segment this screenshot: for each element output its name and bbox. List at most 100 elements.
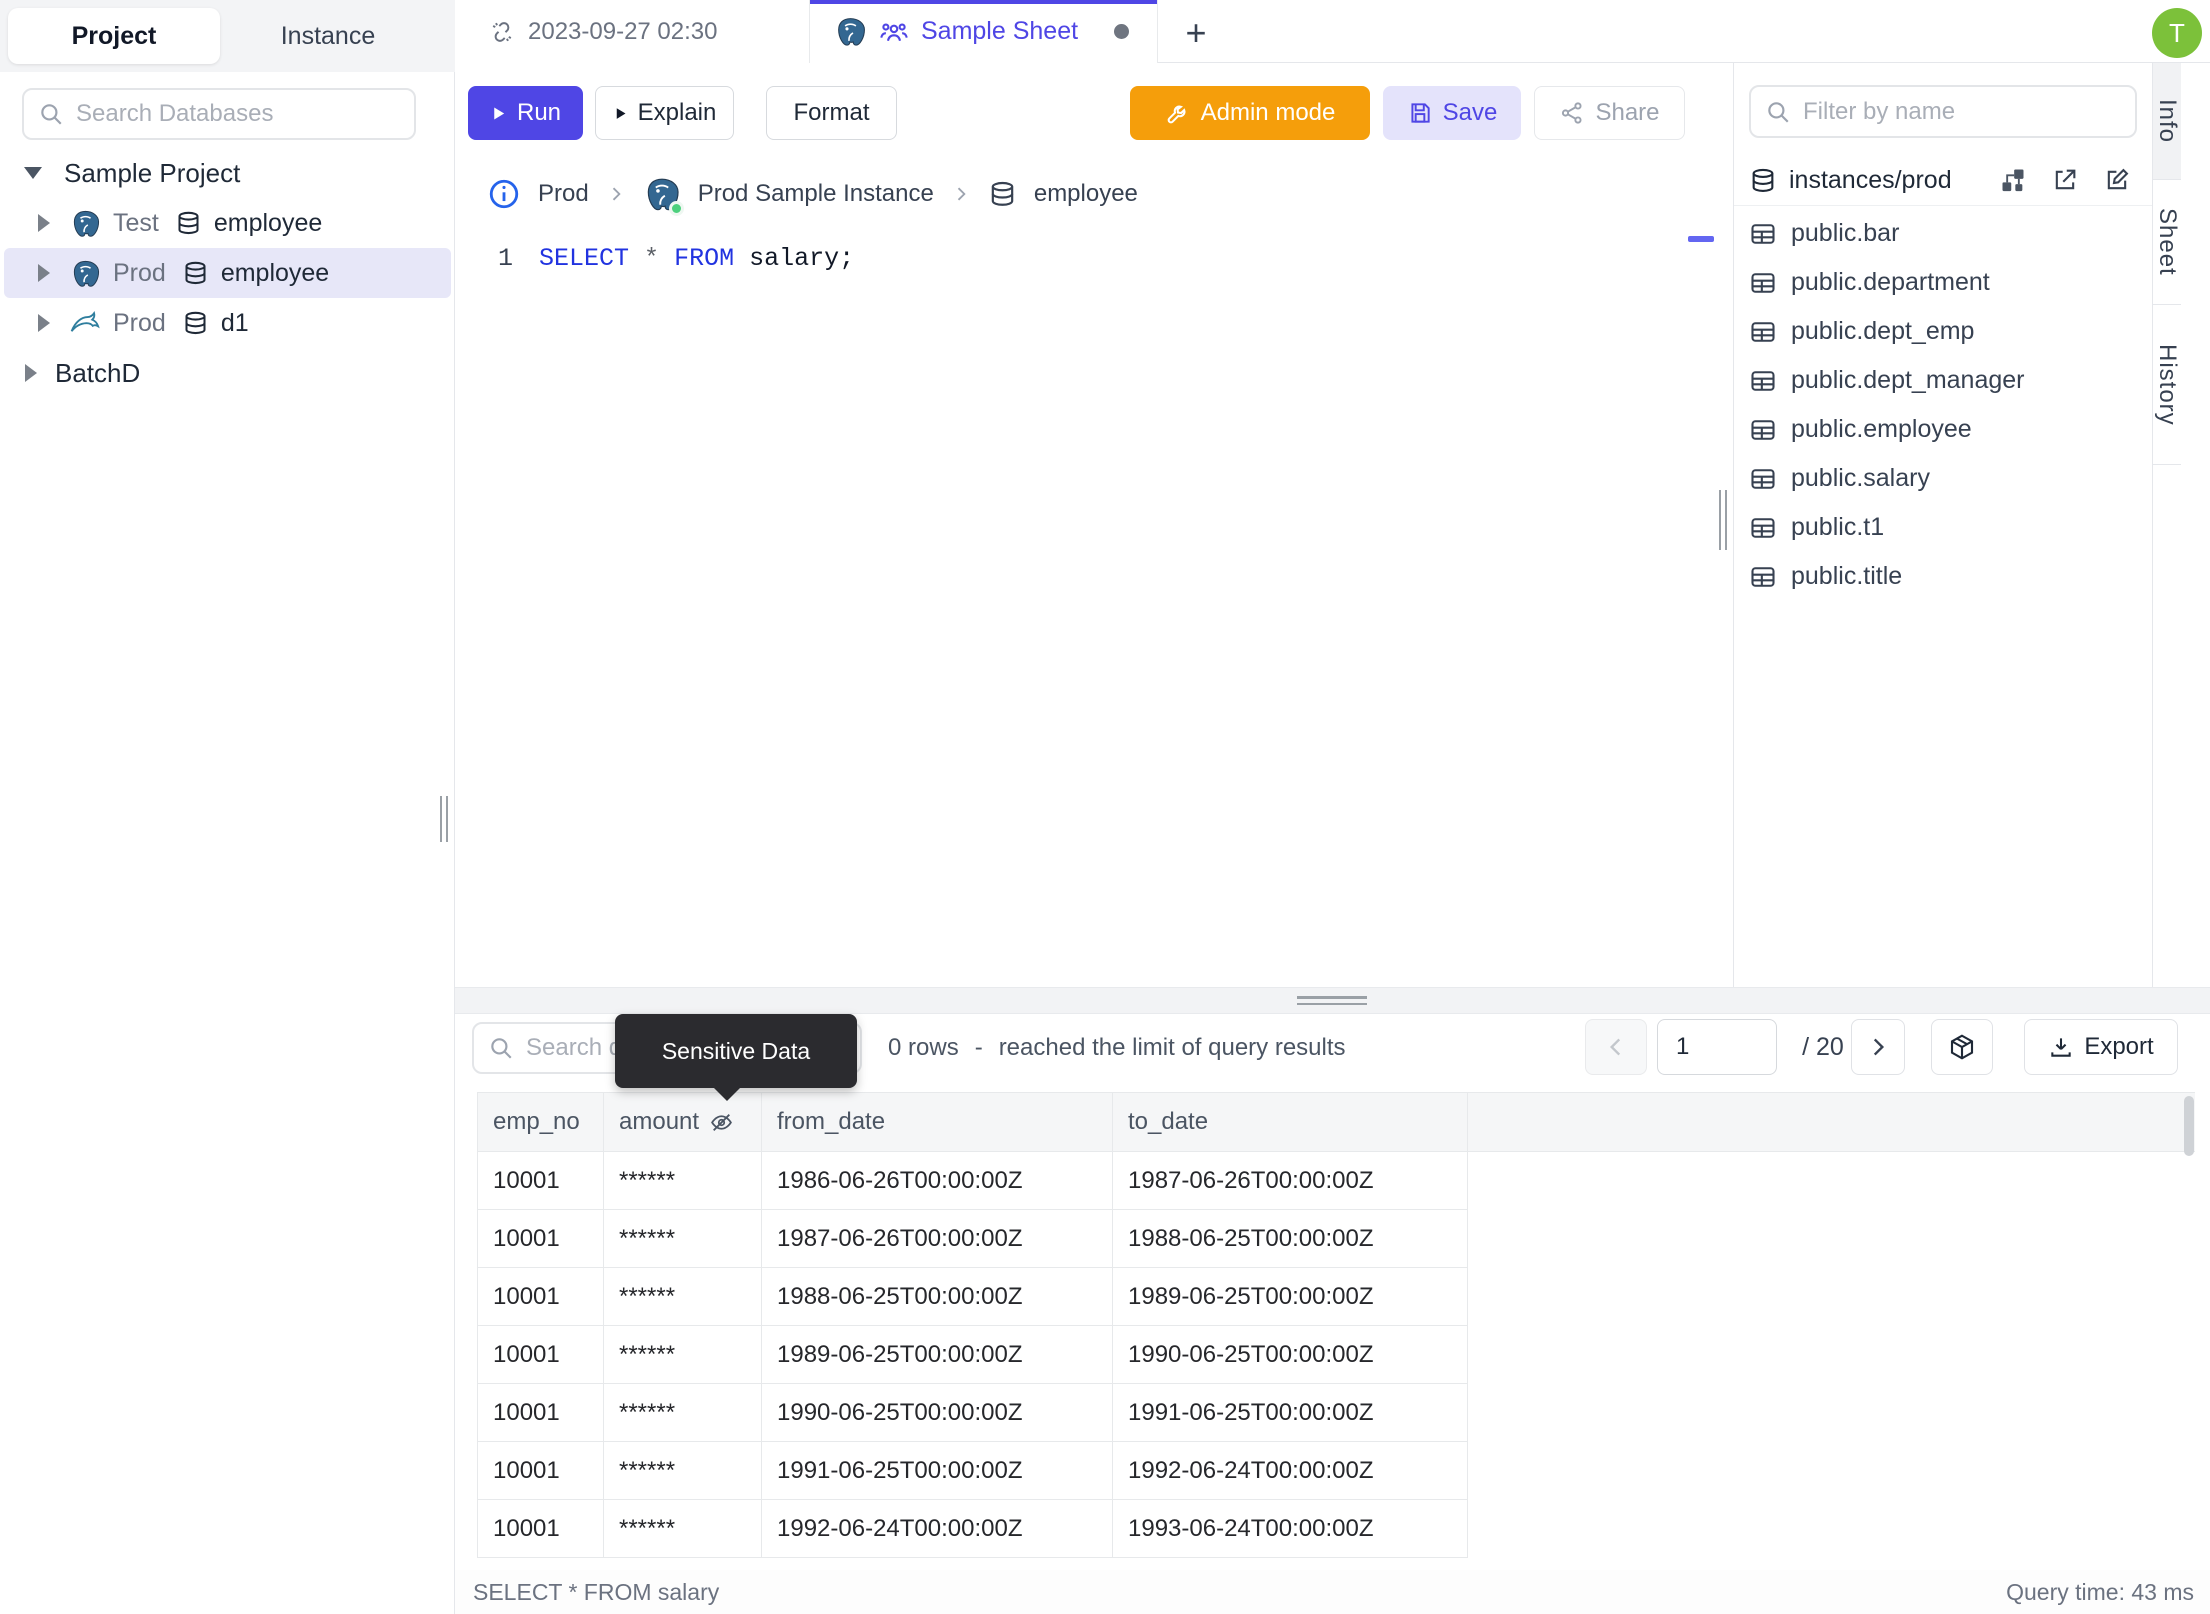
search-icon [1765,99,1791,125]
table-icon [1749,318,1777,346]
caret-right-icon[interactable] [25,364,37,382]
sheet-tab-bar: 2023-09-27 02:30 Sample Sheet + [455,0,2210,63]
sidebar-tab-project[interactable]: Project [8,8,220,64]
tree-item-prod-employee[interactable]: Prod employee [4,248,451,298]
side-tab-info[interactable]: Info [2153,63,2181,180]
play-icon [613,106,628,121]
table-row: 10001 ****** 1990-06-25T00:00:00Z 1991-06-2… [477,1384,2195,1442]
new-tab-button[interactable]: + [1185,12,1207,53]
wrench-icon [1165,100,1191,126]
table-list-item[interactable]: public.t1 [1734,503,2153,552]
results-table: emp_no amount from_date to_date 10001 ***… [477,1092,2195,1558]
edit-icon[interactable] [2103,166,2131,194]
limit-note: reached the limit of query results [998,1034,1346,1061]
postgres-icon [834,15,867,48]
tab-label: 2023-09-27 02:30 [528,17,718,45]
breadcrumb-instance[interactable]: Prod Sample Instance [697,180,934,207]
shared-users-icon [879,17,909,47]
result-limit-button[interactable] [1931,1019,1993,1075]
project-label: BatchD [55,357,141,388]
breadcrumb-database[interactable]: employee [1033,180,1138,207]
postgres-icon [643,175,684,216]
table-filter [1749,85,2137,138]
database-icon [1749,167,1777,195]
column-header[interactable]: to_date [1113,1092,1468,1152]
database-label: d1 [220,308,249,337]
table-list-item[interactable]: public.dept_emp [1734,307,2153,356]
save-button[interactable]: Save [1383,86,1521,140]
chevron-right-icon [1865,1034,1891,1060]
tree-item-prod-d1[interactable]: Prod d1 [0,298,455,348]
avatar[interactable]: T [2152,8,2202,58]
results-meta: 0 rows - reached the limit of query resu… [888,1022,1346,1074]
table-list-item[interactable]: public.employee [1734,405,2153,454]
table-list: public.bar public.department public.dept… [1734,209,2153,601]
schema-diagram-icon[interactable] [1999,166,2027,194]
chevron-right-icon [606,184,626,204]
table-icon [1749,416,1777,444]
database-search-input[interactable] [76,100,400,128]
tree-item-batchd[interactable]: BatchD [0,348,455,398]
line-number: 1 [498,244,514,273]
sql-editor-line[interactable]: 1 SELECT * FROM salary; [498,244,854,273]
table-row: 10001 ****** 1989-06-25T00:00:00Z 1990-06-2… [477,1326,2195,1384]
table-list-item[interactable]: public.dept_manager [1734,356,2153,405]
side-tab-sheet[interactable]: Sheet [2153,180,2181,305]
editor-scroll-decoration [1688,236,1714,242]
run-button[interactable]: Run [468,86,583,140]
side-tab-history[interactable]: History [2153,305,2181,465]
tab-adhoc-sheet[interactable]: 2023-09-27 02:30 [455,0,810,63]
database-label: employee [220,258,330,287]
page-total: / 20 [1793,1019,1853,1075]
database-icon [182,260,209,287]
explain-button[interactable]: Explain [595,86,734,140]
tab-sample-sheet[interactable]: Sample Sheet [810,0,1158,63]
prev-page-button[interactable] [1585,1019,1647,1075]
tree-item-sample-project[interactable]: Sample Project [0,148,455,198]
sidebar-tab-instance[interactable]: Instance [280,21,376,50]
editor-panel-resize-handle[interactable] [1719,490,1727,550]
share-button[interactable]: Share [1534,86,1685,140]
database-icon [175,210,202,237]
external-link-icon[interactable] [2051,166,2079,194]
tab-dirty-dot[interactable] [1114,24,1130,39]
schema-panel: instances/prod public.bar public.d [1733,63,2153,987]
table-list-item[interactable]: public.title [1734,552,2153,601]
table-list-item[interactable]: public.salary [1734,454,2153,503]
table-filter-input[interactable] [1803,97,2121,126]
caret-down-icon[interactable] [24,167,42,179]
sensitive-data-tooltip: Sensitive Data [615,1014,857,1101]
share-icon [1559,100,1585,126]
source-actions [1999,166,2131,194]
next-page-button[interactable] [1851,1019,1905,1075]
table-row: 10001 ****** 1986-06-26T00:00:00Z 1987-06-2… [477,1152,2195,1210]
results-resize-handle[interactable] [455,987,2210,1014]
caret-right-icon[interactable] [38,264,50,282]
meta-dash: - [974,1034,983,1061]
table-list-item[interactable]: public.department [1734,258,2153,307]
breadcrumb-environment[interactable]: Prod [538,180,589,207]
table-icon [1749,465,1777,493]
table-row: 10001 ****** 1987-06-26T00:00:00Z 1988-06-2… [477,1210,2195,1268]
eye-off-icon[interactable] [709,1110,734,1135]
table-list-item[interactable]: public.bar [1734,209,2153,258]
table-icon [1749,220,1777,248]
active-tab-indicator [810,0,1157,4]
sql-code: SELECT * FROM salary; [539,244,855,273]
project-label: Sample Project [64,157,241,188]
environment-label: Prod [113,308,166,337]
export-button[interactable]: Export [2024,1019,2178,1075]
column-header[interactable]: from_date [762,1092,1113,1152]
column-header-masked[interactable]: amount [604,1092,762,1152]
column-header[interactable]: emp_no [477,1092,604,1152]
sidebar-resize-handle[interactable] [440,796,448,842]
page-number-input[interactable] [1658,1033,1776,1061]
caret-right-icon[interactable] [38,214,50,232]
format-button[interactable]: Format [766,86,897,140]
caret-right-icon[interactable] [38,314,50,332]
info-icon[interactable] [487,177,521,211]
database-search [22,88,416,140]
tree-item-test-employee[interactable]: Test employee [0,198,455,248]
results-scrollbar[interactable] [2184,1096,2194,1156]
admin-mode-button[interactable]: Admin mode [1130,86,1370,140]
